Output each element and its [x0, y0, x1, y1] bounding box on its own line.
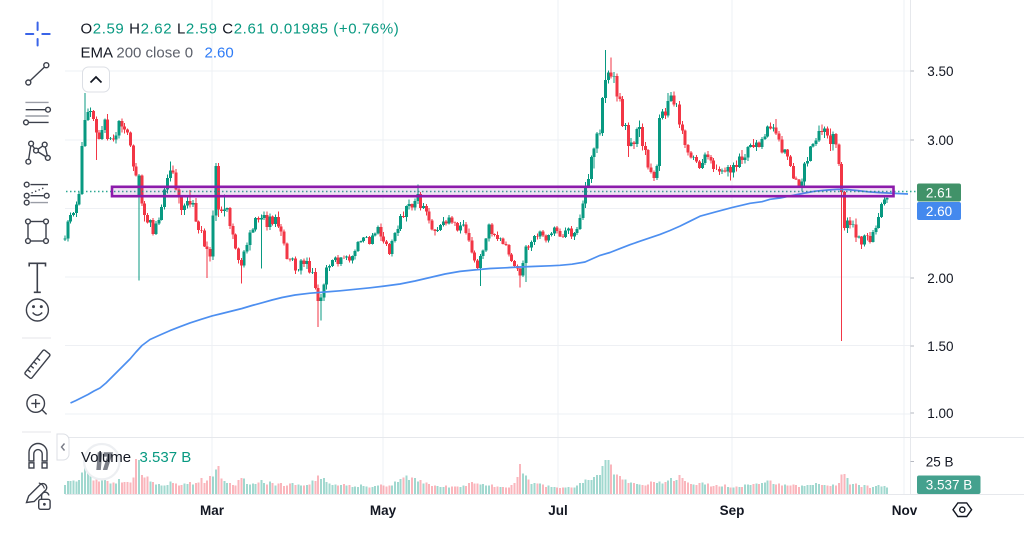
- svg-text:Jul: Jul: [548, 503, 568, 518]
- svg-text:May: May: [370, 503, 397, 518]
- svg-text:Nov: Nov: [892, 503, 918, 518]
- svg-text:Mar: Mar: [200, 503, 225, 518]
- svg-text:2.60: 2.60: [205, 45, 234, 62]
- svg-text:1.00: 1.00: [927, 406, 953, 421]
- svg-text:O2.59 H2.62 L2.59 C2.61 0.0198: O2.59 H2.62 L2.59 C2.61 0.01985 (+0.76%): [81, 21, 400, 38]
- svg-text:1.50: 1.50: [927, 339, 953, 354]
- svg-text:3.00: 3.00: [927, 133, 953, 148]
- svg-text:3.537 B: 3.537 B: [926, 478, 973, 493]
- svg-text:2.00: 2.00: [927, 271, 953, 286]
- svg-text:2.61: 2.61: [926, 186, 952, 201]
- svg-text:2.60: 2.60: [926, 204, 952, 219]
- svg-text:25 B: 25 B: [926, 455, 954, 470]
- svg-text:Volume: Volume: [81, 449, 131, 466]
- svg-text:3.50: 3.50: [927, 64, 953, 79]
- svg-text:3.537 B: 3.537 B: [140, 449, 192, 466]
- svg-text:Sep: Sep: [720, 503, 745, 518]
- svg-text:EMA 200 close 0: EMA 200 close 0: [81, 45, 194, 62]
